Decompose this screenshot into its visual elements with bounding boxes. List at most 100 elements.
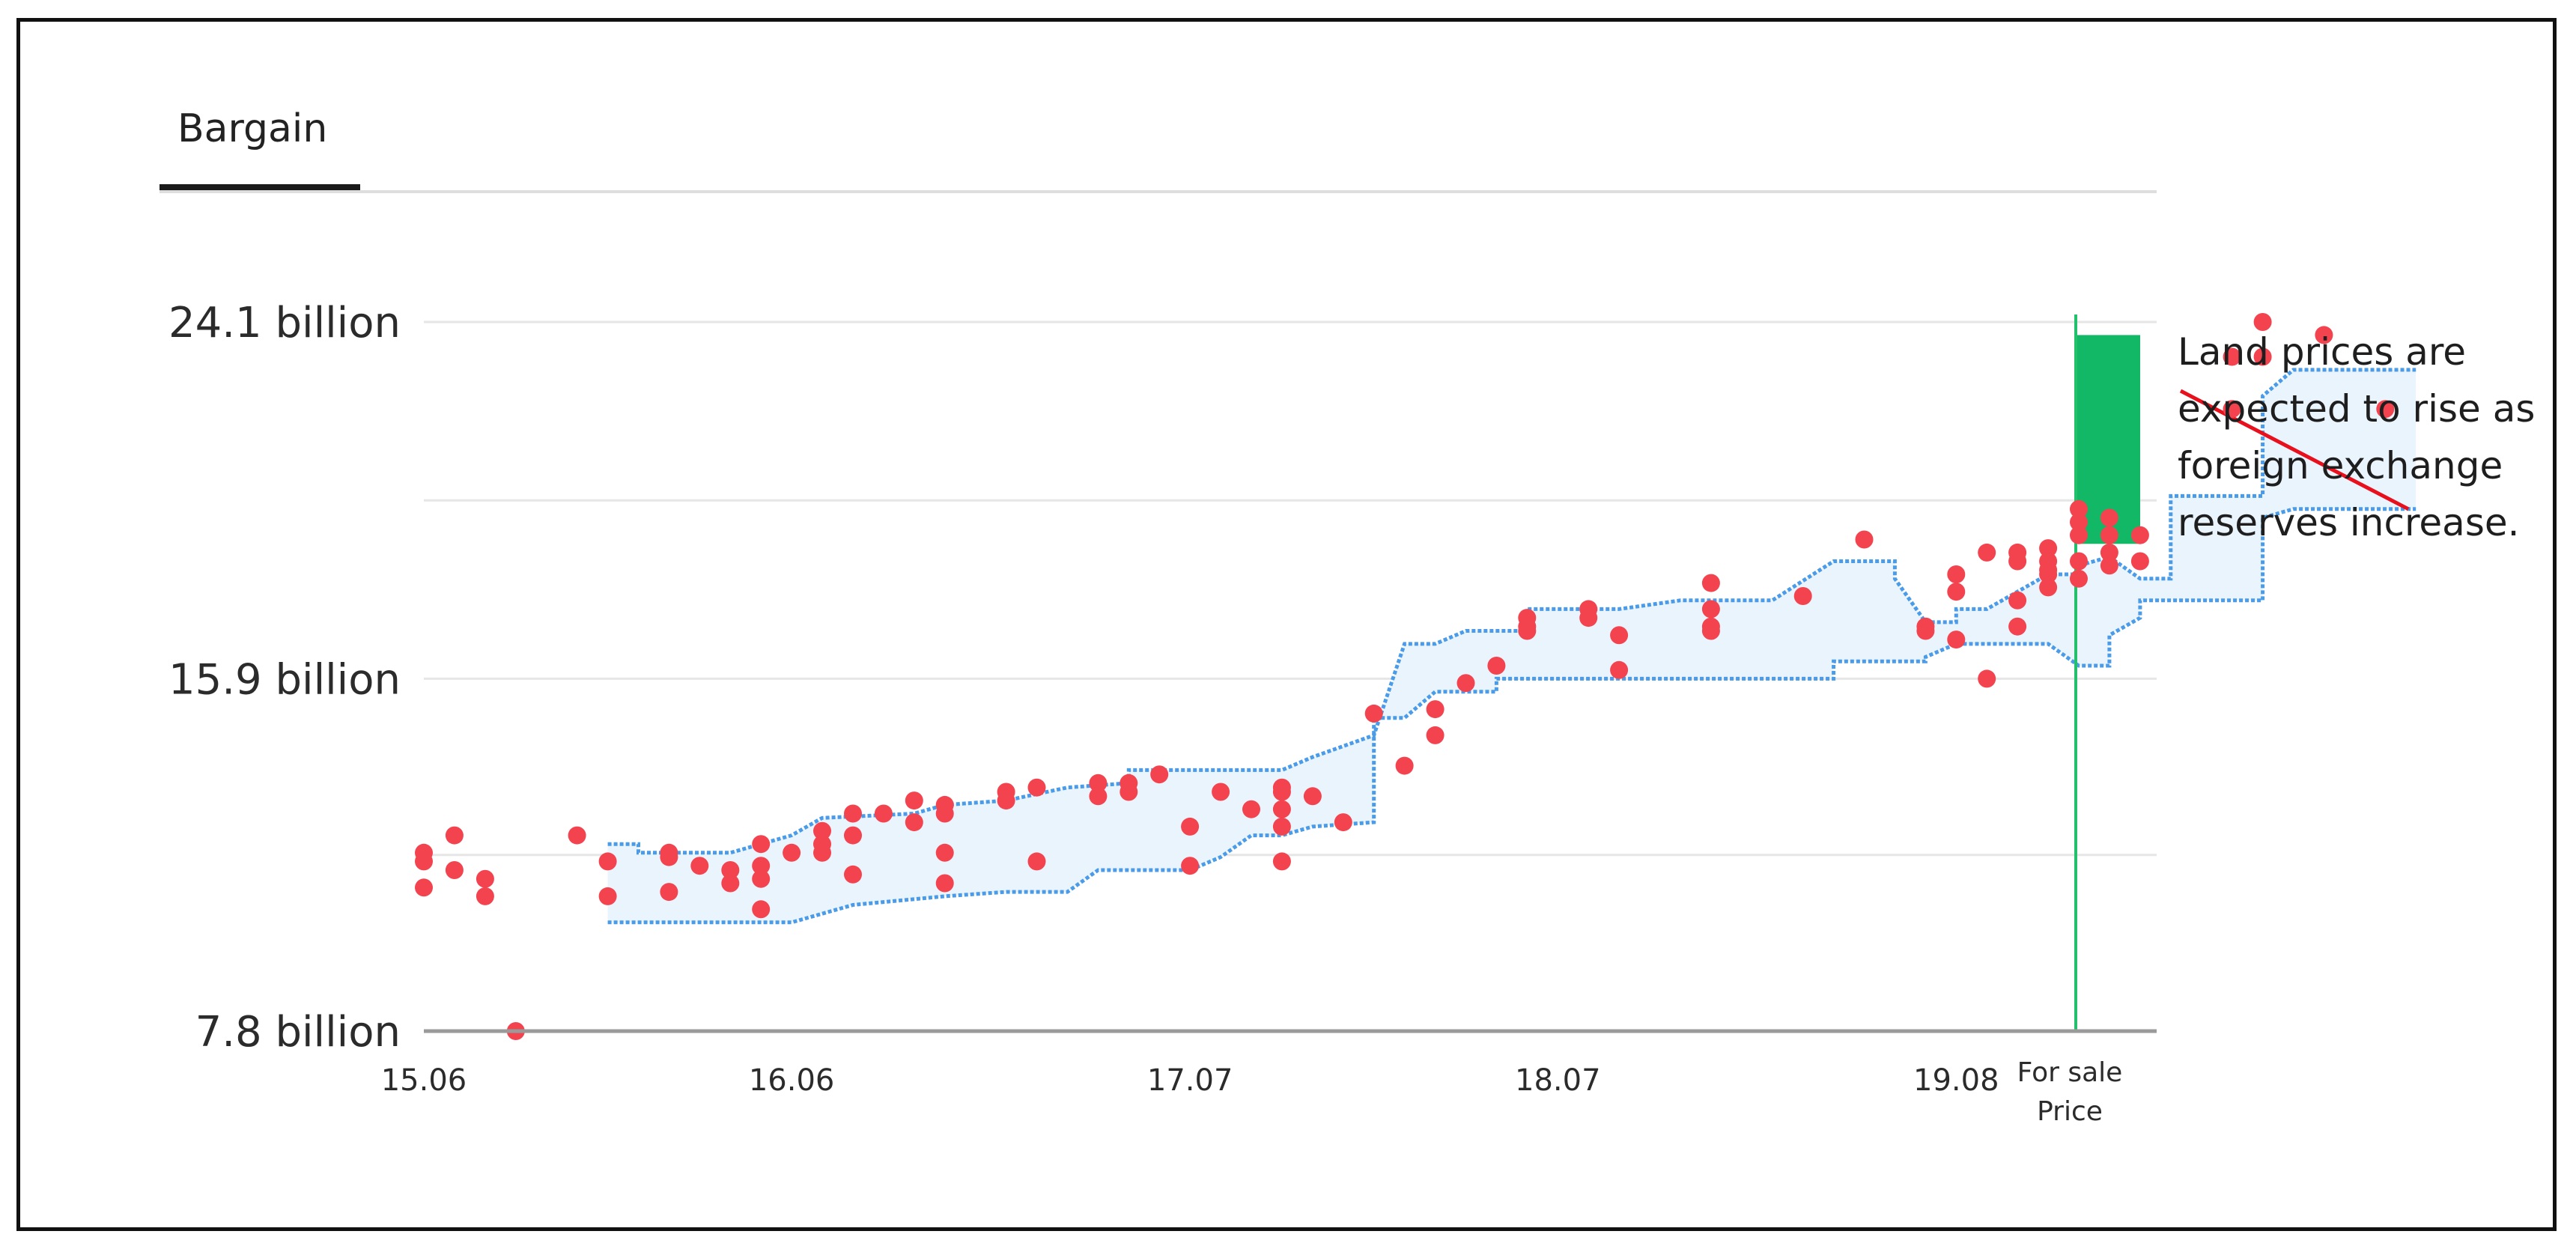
transaction-point: [1916, 622, 1935, 640]
transaction-point: [1027, 778, 1046, 797]
transaction-point: [721, 874, 740, 893]
transaction-point: [1242, 800, 1260, 818]
transaction-point: [1027, 852, 1046, 871]
annotation-pointer: [2179, 389, 2410, 511]
for-sale-price-label: Price: [2037, 1096, 2103, 1127]
annotation-line: expected to rise as: [2178, 387, 2536, 431]
transaction-point: [2039, 552, 2058, 571]
transaction-point: [2070, 513, 2088, 532]
band-lower-line: [607, 507, 2416, 925]
transaction-points: [415, 313, 2395, 1040]
transaction-point: [568, 826, 586, 845]
transaction-point: [1395, 756, 1414, 775]
transaction-point: [752, 900, 771, 919]
transaction-point: [1487, 657, 1506, 675]
transaction-point: [415, 852, 433, 871]
x-tick-label: 16.06: [749, 1063, 835, 1098]
transaction-point: [1701, 600, 1720, 619]
axes: 7.8 billion 15.9 billion 24.1 billion 15.06…: [168, 299, 2157, 1127]
transaction-point: [2253, 313, 2272, 331]
transaction-point: [1947, 630, 1966, 649]
transaction-point: [1426, 700, 1445, 719]
x-tick-label: 18.07: [1515, 1063, 1601, 1098]
band-upper-line: [607, 368, 2416, 855]
transaction-point: [2100, 556, 2118, 575]
transaction-point: [844, 826, 862, 845]
transaction-point: [2100, 526, 2118, 544]
transaction-point: [690, 857, 709, 875]
transaction-point: [721, 861, 740, 879]
annotation-line: foreign exchange: [2178, 444, 2503, 487]
transaction-point: [813, 821, 831, 840]
transaction-point: [1272, 783, 1291, 801]
transaction-point: [2039, 578, 2058, 597]
transaction-point: [2070, 499, 2088, 518]
transaction-point: [1212, 783, 1230, 801]
tab-active-underline: [160, 184, 360, 192]
transaction-point: [752, 857, 771, 875]
transaction-point: [2253, 347, 2272, 366]
transaction-point: [1947, 565, 1966, 583]
transaction-point: [1579, 609, 1598, 628]
price-band: [607, 368, 2416, 925]
transaction-point: [1181, 817, 1200, 836]
transaction-point: [1120, 783, 1138, 801]
x-tick-label: 15.06: [381, 1063, 467, 1098]
annotation-text: Land prices are expected to rise as fore…: [2178, 323, 2552, 551]
transaction-point: [905, 791, 923, 810]
for-sale-price-label: For sale: [2017, 1057, 2123, 1088]
figure-frame: [16, 18, 2557, 1231]
transaction-point: [1701, 574, 1720, 592]
transaction-point: [660, 883, 678, 902]
transaction-point: [1272, 800, 1291, 818]
transaction-point: [1947, 583, 1966, 601]
transaction-point: [2376, 400, 2395, 419]
transaction-point: [660, 848, 678, 866]
tab-label: Bargain: [177, 106, 328, 151]
transaction-point: [935, 843, 954, 862]
transaction-point: [997, 783, 1015, 801]
transaction-point: [598, 887, 617, 905]
transaction-point: [935, 874, 954, 893]
transaction-point: [2130, 552, 2149, 571]
transaction-point: [2223, 400, 2241, 419]
transaction-point: [1150, 765, 1169, 784]
transaction-point: [1303, 787, 1322, 806]
transaction-point: [2008, 617, 2027, 636]
y-tick-label: 15.9 billion: [168, 655, 401, 704]
transaction-point: [2130, 526, 2149, 544]
transaction-point: [598, 852, 617, 871]
transaction-point: [1978, 543, 1996, 562]
transaction-point: [2315, 326, 2333, 344]
transaction-point: [752, 835, 771, 854]
transaction-point: [1978, 669, 1996, 688]
band-fill: [607, 369, 2416, 923]
transaction-point: [415, 878, 433, 897]
transaction-point: [2008, 591, 2027, 610]
transaction-point: [1518, 622, 1537, 640]
transaction-point: [476, 869, 494, 888]
transaction-point: [1272, 817, 1291, 836]
transaction-point: [783, 843, 801, 862]
annotation-line: Land prices are: [2178, 330, 2467, 374]
transaction-point: [2008, 552, 2027, 571]
transaction-point: [2223, 347, 2241, 366]
transaction-point: [1610, 626, 1629, 645]
transaction-point: [2039, 539, 2058, 558]
transaction-point: [935, 795, 954, 814]
transaction-point: [2100, 508, 2118, 527]
transaction-point: [1181, 857, 1200, 875]
transaction-point: [874, 804, 893, 823]
transaction-point: [2070, 552, 2088, 571]
transaction-point: [844, 865, 862, 884]
transaction-point: [2070, 569, 2088, 588]
transaction-point: [1793, 587, 1812, 605]
transaction-point: [844, 804, 862, 823]
transaction-point: [1272, 852, 1291, 871]
transaction-point: [813, 835, 831, 854]
transaction-point: [445, 861, 464, 879]
transaction-point: [1089, 787, 1108, 806]
y-tick-label: 7.8 billion: [195, 1008, 401, 1057]
transaction-point: [445, 826, 464, 845]
